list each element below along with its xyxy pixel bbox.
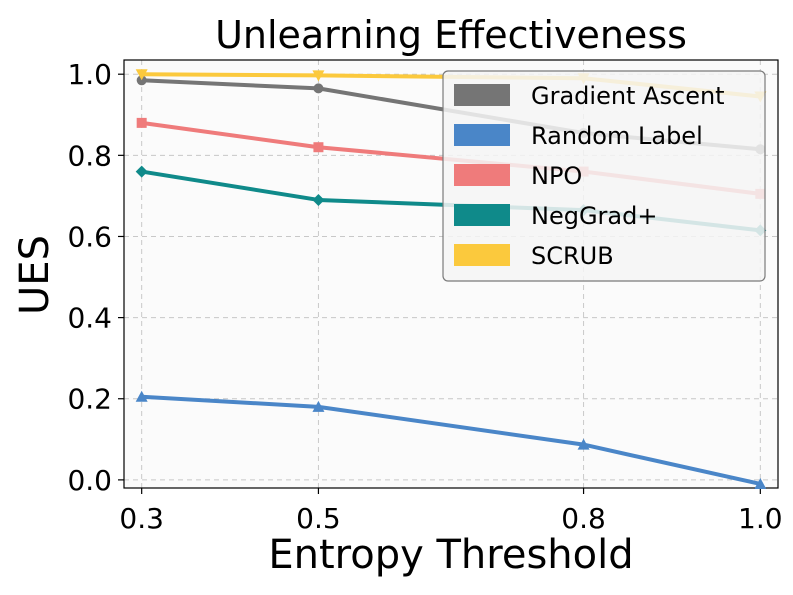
- data-point: [135, 69, 148, 81]
- x-tick-label: 1.0: [738, 502, 783, 535]
- legend-label: NegGrad+: [531, 202, 657, 230]
- legend-label: SCRUB: [531, 242, 614, 270]
- y-tick-label: 0.6: [67, 220, 112, 253]
- chart-title: Unlearning Effectiveness: [215, 13, 687, 57]
- x-tick-label: 0.3: [119, 502, 164, 535]
- y-tick-label: 0.8: [67, 139, 112, 172]
- data-point: [135, 390, 148, 402]
- y-tick-label: 0.4: [67, 302, 112, 335]
- legend-box: [442, 70, 766, 282]
- y-axis-label: UES: [12, 235, 58, 315]
- data-point: [312, 193, 325, 206]
- x-tick-label: 0.8: [561, 502, 606, 535]
- y-tick-label: 0.2: [67, 383, 112, 416]
- legend-swatch: [454, 124, 510, 146]
- data-point: [136, 75, 147, 86]
- axes-frame: [123, 59, 779, 489]
- data-point: [312, 400, 325, 412]
- plot-area: 0.3 0.5 0.8 1.0 0.0 0.2 0.4 0.6 0.8 1.0 Gradient A…: [67, 58, 782, 535]
- legend-label: NPO: [531, 162, 582, 190]
- data-point: [135, 165, 148, 178]
- series-line: [141, 394, 761, 486]
- legend-swatch: [454, 244, 510, 266]
- legend-swatch: [454, 164, 510, 186]
- legend-label: Random Label: [531, 122, 703, 150]
- data-point: [312, 70, 325, 82]
- legend-label: Gradient Ascent: [531, 82, 725, 110]
- y-tick-label: 1.0: [67, 58, 112, 91]
- legend-swatch: [454, 204, 510, 226]
- x-axis-label: Entropy Threshold: [268, 532, 633, 578]
- data-point: [136, 117, 147, 128]
- data-point: [313, 83, 324, 94]
- y-tick-label: 0.0: [67, 464, 112, 497]
- data-point: [577, 438, 590, 450]
- data-point: [754, 477, 767, 489]
- legend-swatch: [454, 84, 510, 106]
- data-point: [313, 142, 324, 153]
- x-tick-label: 0.5: [296, 502, 341, 535]
